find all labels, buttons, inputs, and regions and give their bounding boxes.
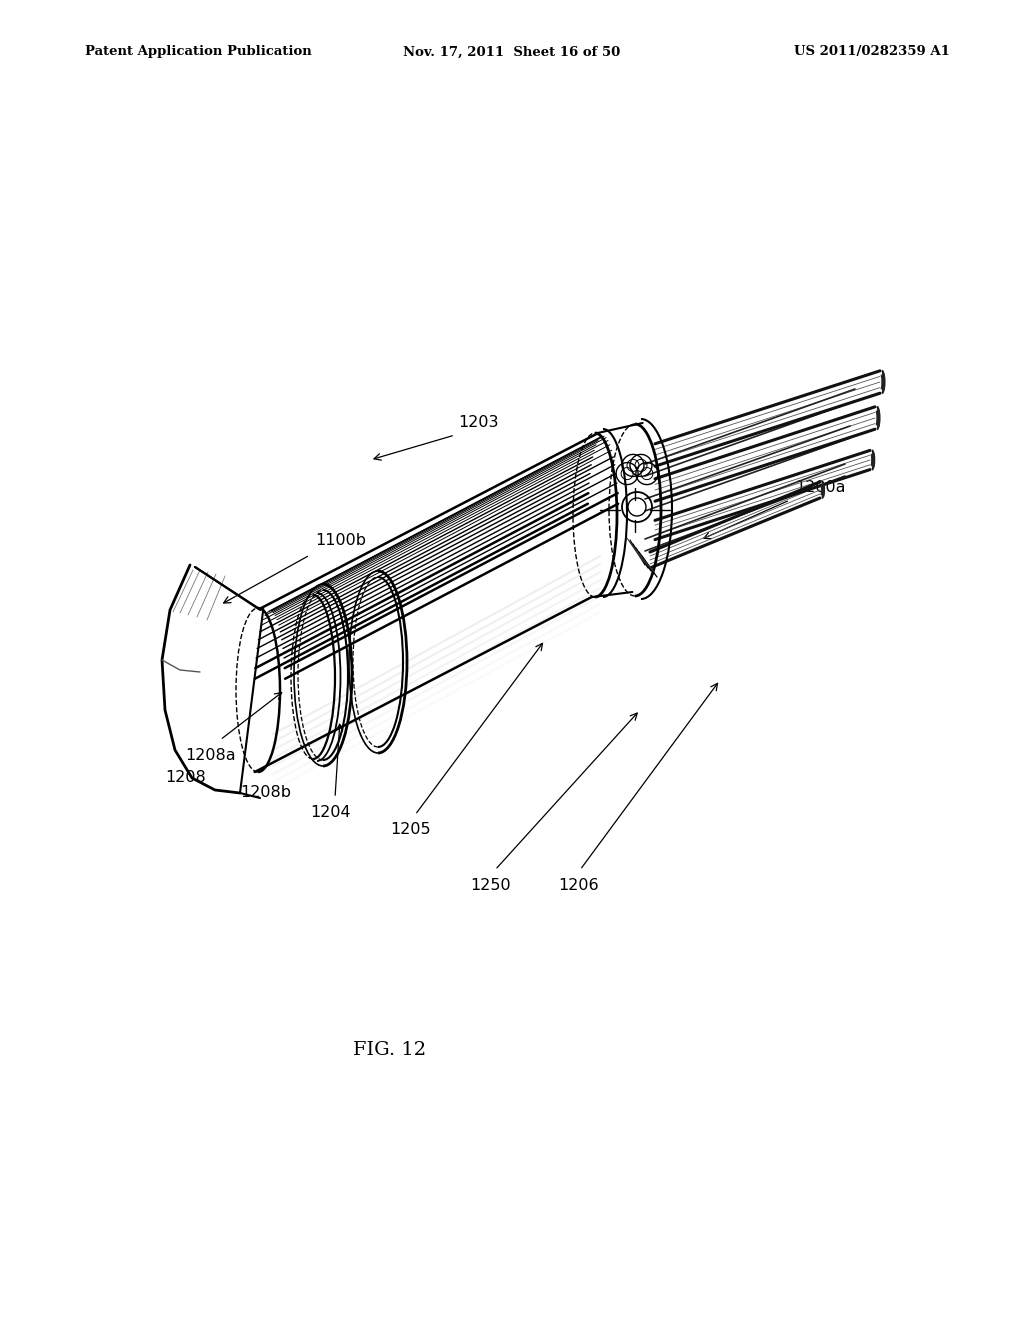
Text: 1208b: 1208b xyxy=(240,785,291,800)
Text: 1200a: 1200a xyxy=(795,480,846,495)
Text: 1206: 1206 xyxy=(558,878,599,894)
Text: 1203: 1203 xyxy=(458,414,499,430)
Text: 1204: 1204 xyxy=(310,805,350,820)
Text: Nov. 17, 2011  Sheet 16 of 50: Nov. 17, 2011 Sheet 16 of 50 xyxy=(403,45,621,58)
Text: 1100b: 1100b xyxy=(315,533,366,548)
Text: Patent Application Publication: Patent Application Publication xyxy=(85,45,311,58)
Text: 1205: 1205 xyxy=(390,822,431,837)
Text: 1208a: 1208a xyxy=(185,748,236,763)
Text: US 2011/0282359 A1: US 2011/0282359 A1 xyxy=(795,45,950,58)
Text: FIG. 12: FIG. 12 xyxy=(353,1041,427,1059)
Text: 1208: 1208 xyxy=(165,770,206,785)
Text: 1250: 1250 xyxy=(470,878,511,894)
